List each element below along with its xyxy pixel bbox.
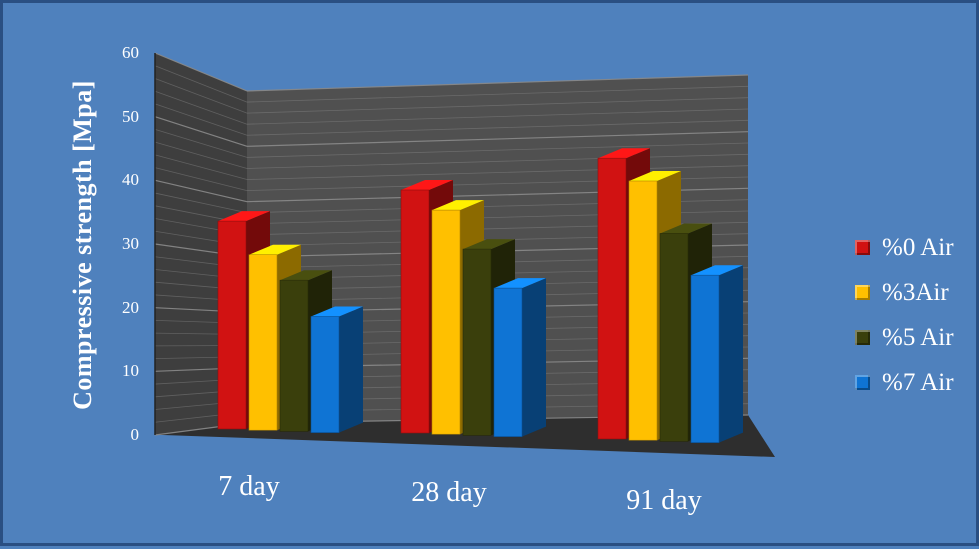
bar-chart-svg xyxy=(3,3,979,549)
y-tick-label: 10 xyxy=(99,361,139,381)
bar xyxy=(463,249,491,435)
chart-legend: %0 Air %3Air %5 Air %7 Air xyxy=(855,225,954,405)
y-tick-label: 40 xyxy=(99,170,139,190)
legend-swatch xyxy=(855,285,870,300)
bar-side xyxy=(719,265,743,442)
y-tick-label: 50 xyxy=(99,107,139,127)
bar-side xyxy=(522,278,546,437)
legend-swatch xyxy=(855,240,870,255)
legend-label: %0 Air xyxy=(882,234,954,262)
x-category-label: 7 day xyxy=(218,471,279,503)
legend-item: %5 Air xyxy=(855,315,954,360)
bar xyxy=(401,190,429,433)
legend-label: %3Air xyxy=(882,279,949,307)
x-category-label: 28 day xyxy=(411,477,486,509)
bar xyxy=(249,255,277,431)
bar-side xyxy=(339,307,363,433)
bar xyxy=(494,288,522,437)
bar xyxy=(598,158,626,439)
bar xyxy=(218,221,246,429)
x-category-label: 91 day xyxy=(626,485,701,517)
legend-item: %3Air xyxy=(855,270,954,315)
legend-swatch xyxy=(855,375,870,390)
legend-label: %7 Air xyxy=(882,369,954,397)
y-axis-title: Compressive strength [Mpa] xyxy=(68,80,98,410)
y-tick-label: 60 xyxy=(99,43,139,63)
legend-item: %0 Air xyxy=(855,225,954,270)
y-tick-label: 20 xyxy=(99,298,139,318)
bar xyxy=(691,275,719,442)
legend-label: %5 Air xyxy=(882,324,954,352)
bar xyxy=(629,181,657,440)
bar xyxy=(280,280,308,431)
bar xyxy=(660,234,688,442)
legend-item: %7 Air xyxy=(855,360,954,405)
legend-swatch xyxy=(855,330,870,345)
y-tick-label: 30 xyxy=(99,234,139,254)
y-tick-label: 0 xyxy=(99,425,139,445)
bar xyxy=(432,210,460,434)
bar xyxy=(311,317,339,433)
